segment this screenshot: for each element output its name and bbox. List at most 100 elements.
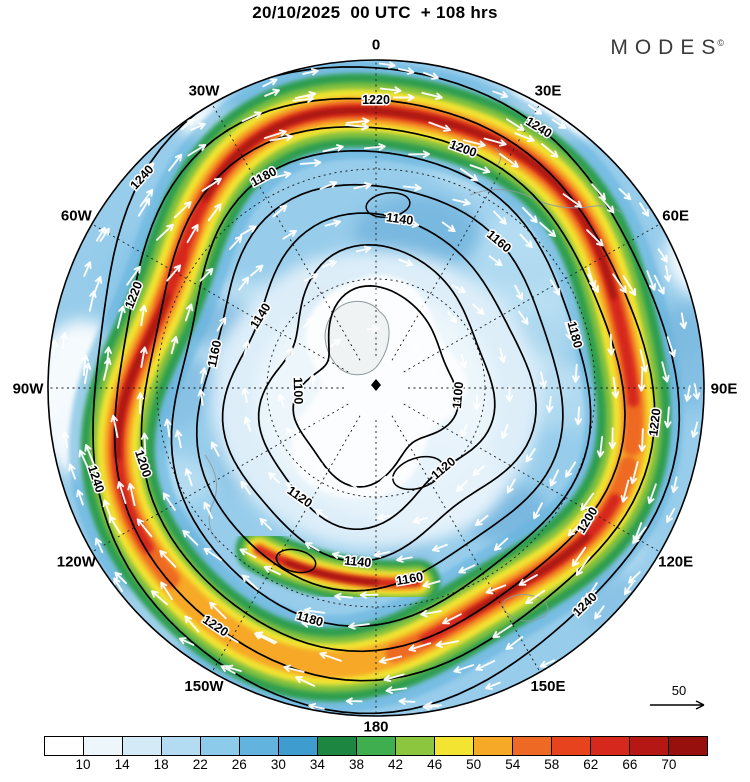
wind-arrow <box>451 284 466 294</box>
colorbar-cell <box>83 736 123 756</box>
longitude-label: 150W <box>184 678 224 695</box>
wind-arrow <box>565 461 577 478</box>
wind-arrow <box>493 210 507 225</box>
wind-arrow <box>422 580 441 589</box>
colorbar-tick: 66 <box>622 757 638 772</box>
wind-arrow <box>383 673 405 683</box>
jet-core <box>114 292 171 460</box>
wind-arrow <box>277 393 285 408</box>
wind-arrow <box>76 489 84 506</box>
closed-contour <box>365 191 411 219</box>
wind-arrow <box>78 449 90 470</box>
wind-arrow <box>428 121 451 132</box>
wind-arrow <box>263 129 287 140</box>
wind-arrow <box>334 592 354 601</box>
wind-arrow <box>632 522 643 543</box>
coastline <box>204 454 220 544</box>
wind-arrow <box>345 444 358 453</box>
wind-arrow <box>324 219 342 227</box>
wind-arrow <box>303 607 326 615</box>
wind-arrow <box>679 312 688 330</box>
wind-arrow <box>429 367 437 381</box>
wind-arrow <box>453 664 475 674</box>
wind-arrow <box>241 387 249 403</box>
wind-arrow <box>155 223 174 241</box>
wind-arrow <box>533 502 543 520</box>
wind-arrow <box>269 133 293 142</box>
coastline <box>502 594 549 622</box>
colorbar <box>44 736 708 756</box>
wind-arrow <box>241 574 259 590</box>
wind-arrow <box>137 446 146 469</box>
wind-arrow <box>345 697 363 705</box>
wind-arrow <box>460 423 468 438</box>
wind-arrow <box>302 68 319 76</box>
longitude-label: 150E <box>530 678 565 695</box>
wind-arrow <box>228 235 243 250</box>
wind-arrow <box>459 167 479 182</box>
wind-arrow <box>160 581 173 601</box>
wind-arrow <box>585 582 598 601</box>
wind-arrow <box>88 290 97 312</box>
modes-logo: MODES© <box>610 36 724 60</box>
longitude-label: 60E <box>662 207 689 224</box>
wind-arrow <box>141 162 155 175</box>
wind-arrow <box>396 555 413 563</box>
wind-arrow <box>190 122 206 131</box>
height-contour <box>113 97 656 682</box>
graticule <box>48 60 704 716</box>
wind-arrow <box>408 150 431 158</box>
wind-arrow <box>379 86 402 94</box>
wind-arrow <box>314 463 329 472</box>
wind-arrow <box>220 665 236 675</box>
longitude-label: 90W <box>13 380 45 397</box>
wind-arrow <box>199 267 214 282</box>
wind-arrow <box>68 463 77 480</box>
wind-arrow <box>505 386 514 403</box>
wind-arrow <box>110 414 119 439</box>
wind-arrow <box>425 701 443 709</box>
colorbar-cell <box>317 736 357 756</box>
wind-arrow <box>488 255 503 267</box>
wind-arrow <box>472 303 485 315</box>
wind-arrow <box>539 659 556 668</box>
wind-arrow <box>661 361 670 383</box>
colorbar-tick: 26 <box>231 757 247 772</box>
wind-arrow <box>250 264 264 277</box>
wind-arrow <box>84 444 95 465</box>
wind-arrow <box>164 418 172 438</box>
wind-arrow <box>301 620 324 628</box>
wind-arrow <box>314 508 329 519</box>
wind-arrow <box>441 221 456 233</box>
modes-logo-text: MODES <box>610 36 723 59</box>
colorbar-cell <box>395 736 435 756</box>
height-contour <box>170 149 592 628</box>
wind-arrow <box>331 551 349 559</box>
wind-arrow <box>50 339 58 357</box>
wind-arrow <box>638 428 646 453</box>
wind-arrow <box>355 245 372 254</box>
wind-arrow <box>99 227 110 242</box>
wind-arrow <box>663 265 672 283</box>
wind-arrow <box>459 353 468 369</box>
wind-scale-label: 50 <box>672 683 686 698</box>
contour-label: 1140 <box>385 210 414 228</box>
wind-arrow <box>620 479 630 503</box>
wind-arrow <box>599 196 615 214</box>
wind-arrow <box>387 450 400 458</box>
wind-arrow <box>442 613 462 625</box>
wind-arrow <box>499 153 519 168</box>
colorbar-tick: 42 <box>388 757 404 772</box>
wind-arrow <box>385 686 408 694</box>
wind-arrow <box>607 333 615 356</box>
wind-arrow <box>197 389 206 406</box>
height-contour <box>195 183 564 592</box>
wind-arrow <box>140 346 148 368</box>
colorbar-tick: 34 <box>309 757 325 772</box>
wind-arrow <box>60 332 68 350</box>
wind-arrow <box>567 520 584 537</box>
closed-contour <box>275 548 317 574</box>
wind-arrow <box>434 462 448 473</box>
wind-arrow <box>647 483 657 505</box>
wind-arrow <box>383 211 401 220</box>
